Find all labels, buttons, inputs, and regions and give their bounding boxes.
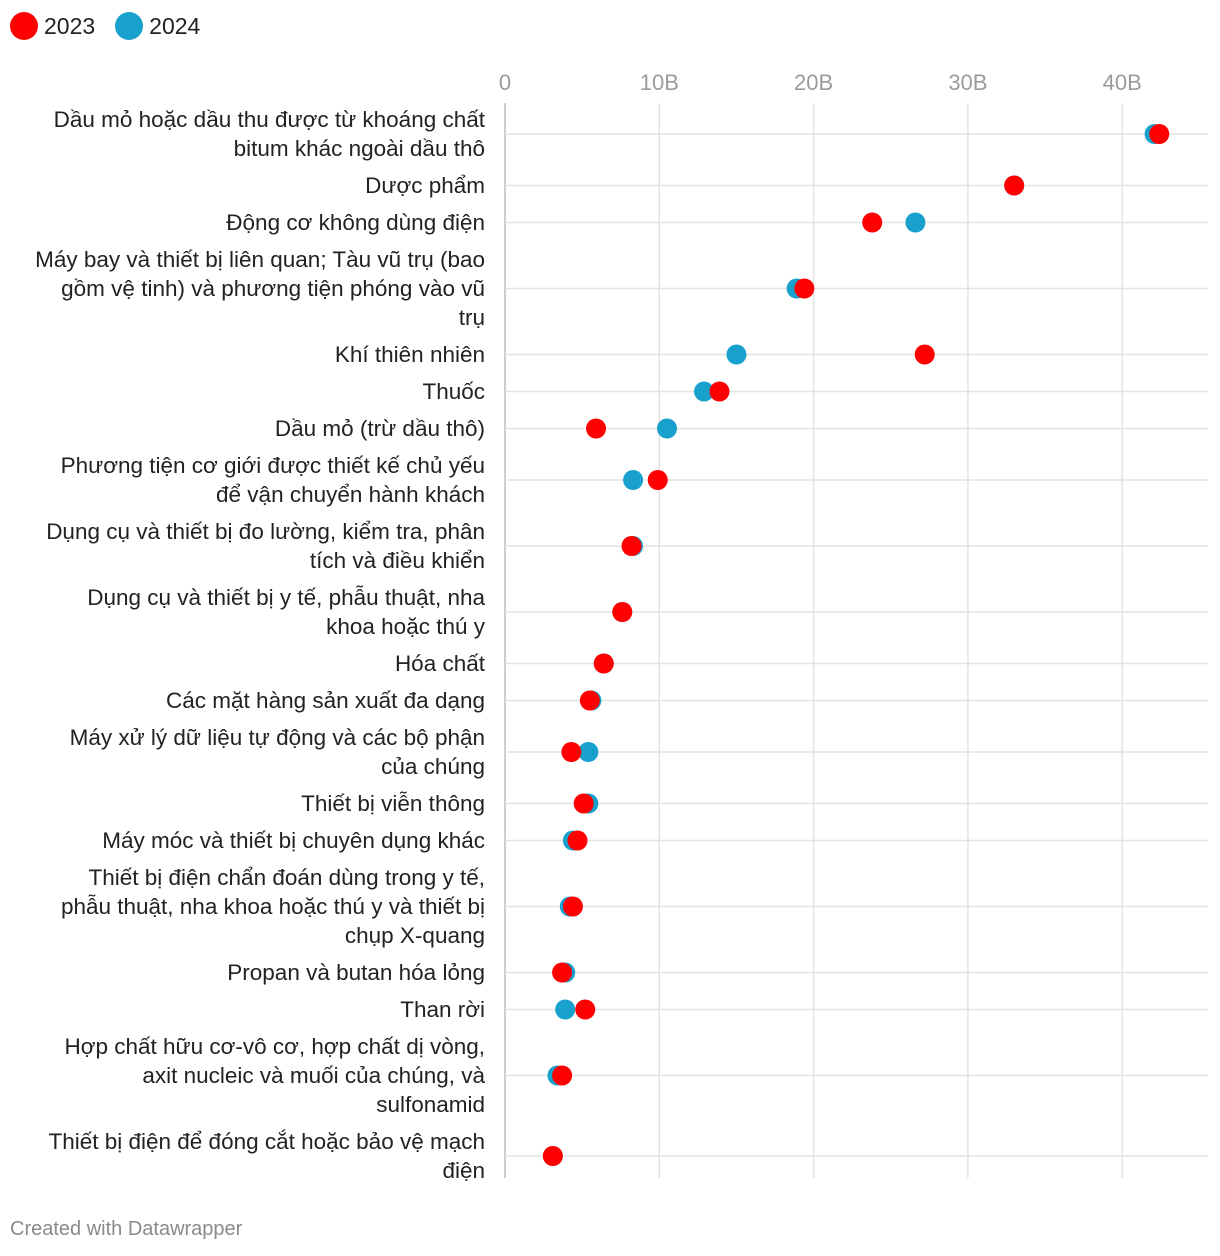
dot-2024 [578,742,599,762]
dot-plot-chart: 0 10B 20B 30B 40B Dầu mỏ hoặc dầu thu được từ… [35,70,1208,1183]
x-tick-label: 20B [794,70,833,95]
category-label: Hóa chất [395,651,486,676]
dot-2023 [552,1065,573,1086]
legend: 2023 2024 [10,12,220,40]
dot-2024 [555,999,576,1020]
category-label: Các mặt hàng sản xuất đa dạng [166,688,485,713]
dot-2023 [862,212,883,233]
dot-2023 [1149,124,1170,144]
legend-swatch-2023 [10,12,38,40]
dot-2023 [586,418,607,439]
category-label: Thiết bị điện để đóng cắt hoặc bảo vệ mạ… [48,1129,485,1183]
category-label: Than rời [400,997,485,1022]
dot-2024 [694,381,715,402]
x-tick-label: 0 [499,70,511,95]
dot-2023 [579,690,600,711]
dot-2023 [575,999,596,1020]
category-label: Dầu mỏ (trừ dầu thô) [275,416,485,441]
category-label: Máy xử lý dữ liệu tự động và các bộ phận… [70,725,485,779]
legend-label-2024: 2024 [149,12,201,39]
category-label: Máy bay và thiết bị liên quan; Tàu vũ tr… [35,247,485,330]
dot-2024 [623,470,644,490]
dot-2023 [612,602,633,622]
category-label: Dược phẩm [365,173,485,198]
dot-2023 [552,962,573,983]
category-label: Dụng cụ và thiết bị đo lường, kiểm tra, … [46,519,485,573]
legend-label-2023: 2023 [44,12,96,39]
legend-swatch-2024 [115,12,144,40]
category-label: Khí thiên nhiên [335,342,485,367]
legend-item-2024: 2024 [115,12,200,40]
category-label: Phương tiện cơ giới được thiết kế chủ yế… [61,453,485,507]
dot-2023 [561,742,582,762]
category-label: Thiết bị viễn thông [301,791,485,816]
footer-credit: Created with Datawrapper [10,1218,243,1240]
category-label: Dụng cụ và thiết bị y tế, phẫu thuật, nh… [87,585,486,639]
x-tick-label: 10B [640,70,679,95]
x-tick-label: 30B [948,70,987,95]
dot-2023 [794,278,815,299]
dot-2023 [593,653,614,674]
dot-2023 [573,793,594,814]
dot-2023 [1004,175,1025,196]
category-label: Máy móc và thiết bị chuyên dụng khác [102,828,485,853]
dot-2023 [709,381,730,402]
category-label: Dầu mỏ hoặc dầu thu được từ khoáng chất b… [54,107,486,161]
category-label: Thuốc [422,379,485,404]
category-label: Thiết bị điện chẩn đoán dùng trong y tế,… [61,865,485,948]
dot-2024 [726,344,747,365]
dot-2023 [562,896,583,917]
dot-2023 [914,344,935,365]
dot-2023 [647,470,668,490]
legend-item-2023: 2023 [10,12,95,40]
category-label: Động cơ không dùng điện [226,210,485,235]
x-tick-label: 40B [1103,70,1142,95]
dot-2024 [905,212,926,233]
category-label: Propan và butan hóa lỏng [227,960,485,985]
dot-2024 [657,418,678,439]
dot-2023 [542,1146,563,1166]
dot-2023 [567,830,588,851]
category-label: Hợp chất hữu cơ-vô cơ, hợp chất dị vòng,… [64,1034,485,1117]
dot-2023 [621,536,642,556]
